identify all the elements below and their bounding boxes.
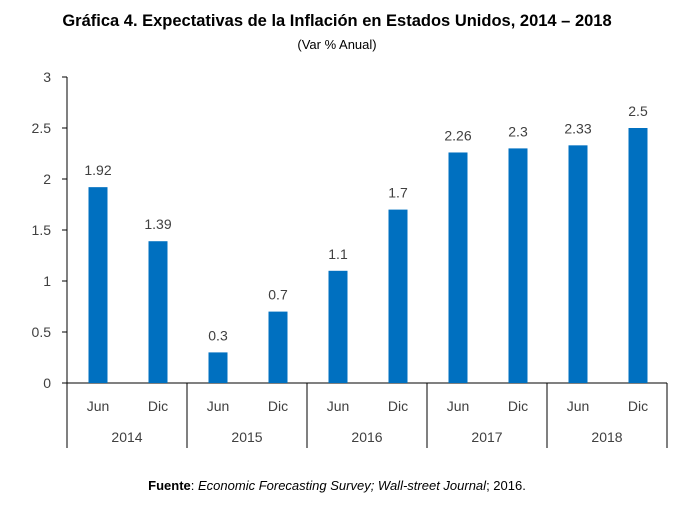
data-label: 1.92: [84, 162, 111, 178]
y-tick-label: 1: [43, 273, 51, 289]
source-publication: Economic Forecasting Survey; Wall-street…: [198, 478, 487, 493]
y-tick-label: 2: [43, 171, 51, 187]
x-group-label: 2017: [471, 429, 502, 445]
source-label: Fuente: [148, 478, 191, 493]
bar: [568, 145, 588, 383]
chart-title: Gráfica 4. Expectativas de la Inflación …: [62, 12, 612, 30]
y-tick-label: 2.5: [32, 120, 52, 136]
bar: [208, 352, 228, 383]
bar: [448, 152, 468, 383]
x-category-label: Jun: [207, 398, 230, 414]
bar: [628, 128, 648, 383]
x-group-label: 2016: [351, 429, 382, 445]
x-group-label: 2014: [111, 429, 142, 445]
data-label: 1.7: [388, 185, 408, 201]
source-note: Fuente: Economic Forecasting Survey; Wal…: [148, 478, 526, 493]
x-category-label: Jun: [327, 398, 350, 414]
y-tick-label: 0: [43, 375, 51, 391]
x-category-label: Dic: [388, 398, 408, 414]
bar: [328, 270, 348, 383]
x-category-label: Jun: [447, 398, 470, 414]
data-label: 0.7: [268, 287, 288, 303]
bar: [268, 311, 288, 383]
bar-chart: 0 0.5 1 1.5 2 2.5 3 1.92 Jun 1.39 Dic 0.3 Jun 0.7 Dic 1…: [32, 69, 668, 448]
x-category-label: Dic: [268, 398, 288, 414]
data-label: 2.33: [564, 120, 591, 136]
data-label: 1.39: [144, 216, 171, 232]
x-category-label: Dic: [628, 398, 648, 414]
bar: [508, 148, 528, 383]
y-tick-label: 3: [43, 69, 51, 85]
bar: [388, 209, 408, 383]
y-tick-label: 1.5: [32, 222, 52, 238]
bar: [88, 187, 108, 383]
x-category-label: Dic: [148, 398, 168, 414]
x-category-label: Dic: [508, 398, 528, 414]
x-category-label: Jun: [567, 398, 590, 414]
data-label: 1.1: [328, 246, 348, 262]
x-group-label: 2018: [591, 429, 622, 445]
data-label: 0.3: [208, 327, 228, 343]
data-label: 2.3: [508, 123, 528, 139]
y-tick-label: 0.5: [32, 324, 52, 340]
x-category-label: Jun: [87, 398, 110, 414]
x-group-label: 2015: [231, 429, 262, 445]
source-year: ; 2016.: [486, 478, 526, 493]
data-label: 2.26: [444, 127, 471, 143]
bar: [148, 241, 168, 383]
data-label: 2.5: [628, 103, 648, 119]
chart-subtitle: (Var % Anual): [297, 37, 377, 52]
